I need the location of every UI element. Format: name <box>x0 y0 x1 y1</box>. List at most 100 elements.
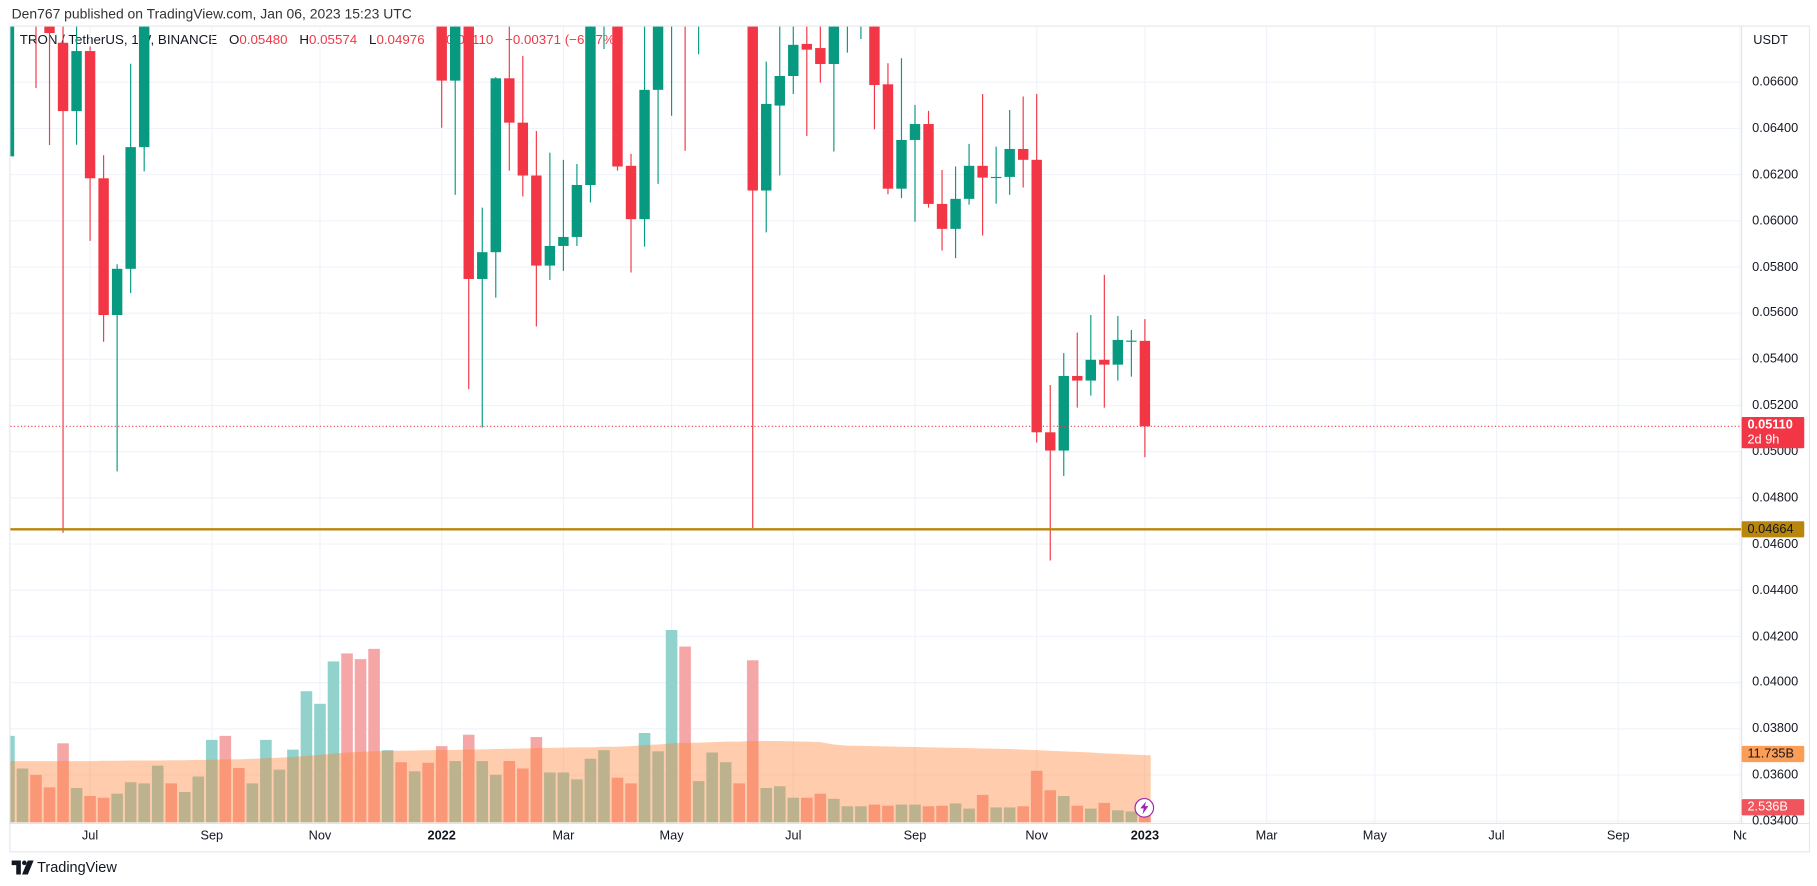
candle-body <box>977 165 988 178</box>
volume-bar <box>922 806 935 823</box>
volume-bar <box>868 804 881 823</box>
candle-body <box>571 184 583 237</box>
candle-body <box>909 124 921 140</box>
candle-body <box>98 178 109 315</box>
candle-body <box>436 26 447 81</box>
candle-body <box>652 26 664 90</box>
candle-body <box>504 78 515 123</box>
volume-bar <box>665 629 678 823</box>
candle-body <box>1139 340 1151 427</box>
bar-countdown: 2d 9h <box>1747 432 1780 447</box>
volume-bar <box>233 767 245 823</box>
volume-bar <box>638 733 651 823</box>
volume-bar <box>205 739 218 823</box>
price-tick-label: 0.03400 <box>1752 814 1799 829</box>
candle-body <box>801 43 813 50</box>
volume-bar <box>746 660 759 823</box>
tradingview-logo[interactable]: TradingView <box>11 859 117 876</box>
high-label: H <box>299 33 310 48</box>
time-tick-label: Mar <box>1255 829 1278 844</box>
volume-bar <box>882 805 894 823</box>
candles <box>10 0 1151 561</box>
last-price-tag: 0.05110 2d 9h <box>1741 416 1805 449</box>
volume-bar <box>814 793 827 823</box>
volume-bar <box>679 646 691 823</box>
volume-bar <box>544 772 556 823</box>
chart-frame <box>9 25 1811 853</box>
volume-bar <box>57 743 69 823</box>
candle-body <box>71 51 82 112</box>
candle-body <box>1072 375 1083 381</box>
price-tick-label: 0.04400 <box>1752 583 1799 598</box>
volume-bar <box>422 762 434 823</box>
candle-body <box>449 26 461 81</box>
candle-body <box>774 75 785 106</box>
time-tick-label: Nov <box>1025 829 1049 844</box>
price-tick-label: 0.03800 <box>1752 721 1799 736</box>
volume-bar <box>584 758 597 823</box>
high-value: 0.05574 <box>309 33 358 48</box>
candle-body <box>84 51 96 179</box>
symbol-title[interactable]: TRON / TetherUS, 1W, BINANCE <box>19 33 218 48</box>
time-tick-label: Sep <box>200 829 224 844</box>
candle-body <box>1004 148 1015 177</box>
volume-bar <box>381 750 394 823</box>
volume-bar <box>719 762 732 823</box>
volume-bar <box>692 781 705 823</box>
candle-body <box>463 26 474 279</box>
candle-body <box>490 78 501 253</box>
candle-body <box>761 103 772 191</box>
volume-bar <box>828 798 840 823</box>
volume-bar <box>1112 810 1124 823</box>
candle-body <box>1099 359 1110 365</box>
candle-body <box>531 175 542 266</box>
candle-body <box>31 0 41 1</box>
volume-bar <box>16 768 29 823</box>
volume-bar <box>1125 811 1138 823</box>
candle-body <box>1045 432 1056 451</box>
volume-bar <box>1057 795 1070 823</box>
volume-bar <box>368 648 380 823</box>
volume-bar <box>530 737 543 823</box>
candle-body <box>815 48 826 64</box>
volume-bar <box>801 797 813 823</box>
candle-body <box>612 26 623 167</box>
candle-body <box>842 0 852 13</box>
time-tick-label: Sep <box>903 829 927 844</box>
volume-bar <box>246 783 259 823</box>
candle-body <box>44 26 55 34</box>
candle-body <box>57 42 69 112</box>
volume-bar <box>489 774 502 823</box>
lightning-icon[interactable] <box>1134 797 1155 818</box>
time-tick-label: Nov <box>1732 829 1747 844</box>
volume-bar <box>192 776 205 823</box>
candle-body <box>923 124 934 204</box>
low-value: 0.04976 <box>376 33 425 48</box>
time-tick-label: Nov <box>308 829 332 844</box>
volume-bar <box>341 653 353 823</box>
candle-body <box>869 26 880 86</box>
time-tick-label: 2022 <box>427 829 456 844</box>
volume-bar <box>449 761 462 823</box>
price-tick-label: 0.04600 <box>1752 537 1799 552</box>
volume-bar <box>990 807 1002 823</box>
time-tick-label: May <box>1362 829 1387 844</box>
volume-bar <box>43 787 56 823</box>
volume-bar <box>1071 805 1084 823</box>
low-label: L <box>369 33 377 48</box>
tradingview-icon <box>11 860 34 875</box>
volume-bar <box>124 782 137 823</box>
candle-body <box>625 165 637 220</box>
candle-body <box>1112 339 1124 365</box>
volume-bar <box>219 735 232 823</box>
volume-bar <box>84 795 96 823</box>
grid <box>10 26 1742 824</box>
volume-bar <box>138 783 150 823</box>
volume-bar <box>476 761 489 823</box>
price-tick-label: 0.04800 <box>1752 490 1799 505</box>
volume-bar <box>773 786 786 823</box>
volume-bar <box>395 762 407 823</box>
time-tick-label: 2023 <box>1130 829 1160 844</box>
candle-body <box>882 84 894 189</box>
